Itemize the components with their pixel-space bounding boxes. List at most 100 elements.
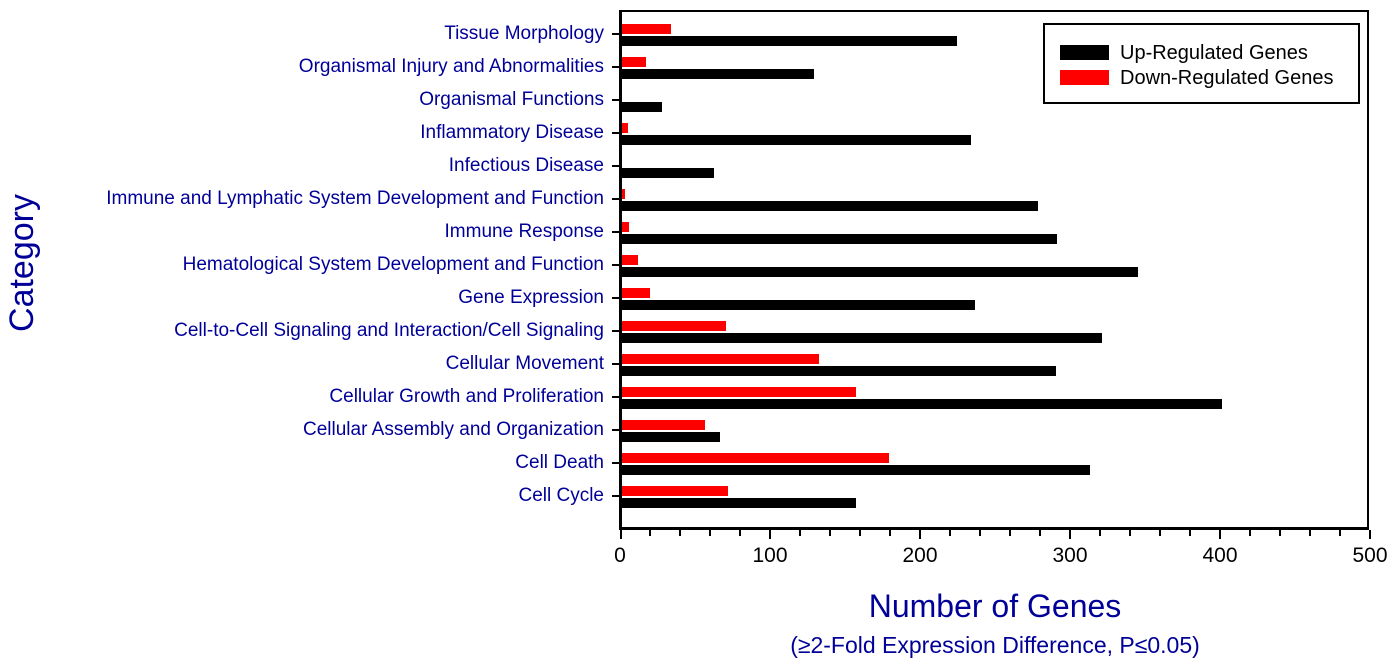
y-tick [612, 264, 620, 266]
y-tick [612, 396, 620, 398]
up-regulated-bar [622, 267, 1138, 277]
up-regulated-bar [622, 36, 958, 46]
down-regulated-bar [622, 387, 856, 397]
down-regulated-bar [622, 453, 889, 463]
down-regulated-bar [622, 420, 706, 430]
x-minor-tick [679, 530, 681, 536]
down-regulated-swatch [1060, 70, 1109, 85]
up-regulated-bar [622, 333, 1102, 343]
y-tick [612, 363, 620, 365]
category-label: Organismal Functions [419, 89, 604, 110]
y-tick [612, 429, 620, 431]
x-minor-tick [1279, 530, 1281, 536]
x-minor-tick [1039, 530, 1041, 536]
x-major-tick [1369, 530, 1371, 539]
x-tick-label: 100 [752, 544, 788, 567]
x-minor-tick [1129, 530, 1131, 536]
plot-area [619, 10, 1369, 530]
legend: Up-Regulated Genes Down-Regulated Genes [1043, 23, 1360, 104]
down-regulated-bar [622, 24, 672, 34]
x-minor-tick [1309, 530, 1311, 536]
bars-layer [622, 12, 1367, 527]
category-label-column: Tissue Morphology Organismal Injury and A… [0, 0, 604, 560]
x-tick-label: 400 [1202, 544, 1238, 567]
x-tick-label: 200 [902, 544, 938, 567]
x-major-tick [1219, 530, 1221, 539]
x-minor-tick [1099, 530, 1101, 536]
x-major-tick [919, 530, 921, 539]
category-label: Cell Death [515, 452, 604, 473]
up-regulated-bar [622, 399, 1223, 409]
x-major-tick [769, 530, 771, 539]
x-minor-tick [979, 530, 981, 536]
x-tick-label: 500 [1352, 544, 1388, 567]
down-regulated-bar [622, 255, 639, 265]
x-minor-tick [1249, 530, 1251, 536]
category-label: Gene Expression [458, 287, 604, 308]
down-regulated-bar [622, 222, 630, 232]
x-axis-subtitle: (≥2-Fold Expression Difference, P≤0.05) [790, 632, 1200, 658]
x-minor-tick [1189, 530, 1191, 536]
legend-item-up-regulated: Up-Regulated Genes [1045, 42, 1358, 64]
category-label: Cell Cycle [518, 485, 604, 506]
x-minor-tick [859, 530, 861, 536]
x-major-tick [620, 530, 622, 539]
x-minor-tick [1339, 530, 1341, 536]
category-label: Infectious Disease [448, 155, 604, 176]
y-tick [612, 165, 620, 167]
x-minor-tick [829, 530, 831, 536]
category-label: Hematological System Development and Fun… [182, 254, 604, 275]
category-label: Cellular Growth and Proliferation [329, 386, 604, 407]
up-regulated-bar [622, 102, 663, 112]
down-regulated-bar [622, 354, 819, 364]
x-axis: 0 100 200 300 400 500 [614, 530, 1388, 575]
category-label: Cell-to-Cell Signaling and Interaction/C… [174, 320, 604, 341]
y-tick [612, 132, 620, 134]
up-regulated-bar [622, 201, 1038, 211]
x-minor-tick [1009, 530, 1011, 536]
category-label: Immune Response [444, 221, 604, 242]
up-regulated-bar [622, 366, 1056, 376]
x-axis-title: Number of Genes [868, 588, 1122, 624]
category-label: Tissue Morphology [444, 23, 604, 44]
legend-label-up: Up-Regulated Genes [1120, 42, 1308, 64]
y-tick [612, 462, 620, 464]
x-minor-tick [949, 530, 951, 536]
y-axis-ticks [610, 10, 620, 530]
down-regulated-bar [622, 123, 628, 133]
up-regulated-bar [622, 498, 856, 508]
up-regulated-swatch [1060, 45, 1109, 60]
y-tick [612, 99, 620, 101]
x-major-tick [1069, 530, 1071, 539]
y-tick [612, 330, 620, 332]
x-minor-tick [739, 530, 741, 536]
x-minor-tick [889, 530, 891, 536]
x-minor-tick [649, 530, 651, 536]
up-regulated-bar [622, 432, 721, 442]
down-regulated-bar [622, 321, 727, 331]
up-regulated-bar [622, 300, 976, 310]
down-regulated-bar [622, 486, 728, 496]
y-tick [612, 198, 620, 200]
x-minor-tick [799, 530, 801, 536]
down-regulated-bar [622, 189, 625, 199]
up-regulated-bar [622, 135, 971, 145]
down-regulated-bar [622, 288, 651, 298]
x-tick-label: 0 [614, 544, 626, 567]
category-label: Cellular Assembly and Organization [303, 419, 604, 440]
y-tick [612, 495, 620, 497]
x-minor-tick [1159, 530, 1161, 536]
up-regulated-bar [622, 69, 815, 79]
up-regulated-bar [622, 234, 1058, 244]
category-label: Organismal Injury and Abnormalities [298, 56, 604, 77]
category-label: Immune and Lymphatic System Development … [106, 188, 604, 209]
category-label: Inflammatory Disease [420, 122, 604, 143]
legend-label-down: Down-Regulated Genes [1120, 67, 1334, 89]
y-tick [612, 33, 620, 35]
up-regulated-bar [622, 168, 715, 178]
down-regulated-bar [622, 57, 646, 67]
up-regulated-bar [622, 465, 1090, 475]
x-tick-label: 300 [1052, 544, 1088, 567]
y-tick [612, 66, 620, 68]
